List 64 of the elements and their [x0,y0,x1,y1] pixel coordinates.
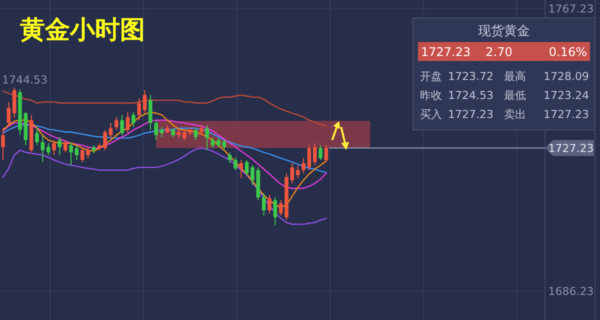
text: 1728.09 [544,70,589,83]
candlestick [318,144,322,160]
candlestick [142,90,147,114]
candlestick [200,124,204,136]
line-series [2,124,327,173]
candlestick [6,102,11,126]
candlestick [12,87,16,119]
text: 买入 [420,108,442,121]
line-series [2,147,327,225]
text: 2.70 [486,45,512,59]
text: 1723.24 [544,89,589,102]
text: 最低 [504,89,526,102]
text: 黄金小时图 [19,15,145,44]
text: 1724.53 [448,89,494,102]
candlestick [268,194,272,214]
text: 1727.23 [421,45,471,59]
candlestick [290,162,294,184]
candlestick [296,164,300,179]
text: 1727.23 [448,108,494,121]
candlestick [69,142,73,166]
candlestick [126,112,130,134]
candlestick [194,128,198,141]
candlestick [154,120,158,141]
candlestick [132,112,136,128]
candlestick [114,116,118,130]
text: 1723.72 [448,70,494,83]
candlestick [244,160,249,176]
candlestick [278,200,283,216]
text: 1727.23 [544,108,589,121]
annotation: 1744.53 [2,74,48,87]
candlestick [148,94,152,130]
candlestick [52,140,56,156]
text: 开盘 [420,70,442,83]
y-tick-label: 1767.23 [548,2,594,16]
candlestick [239,160,244,179]
candlestick [35,128,39,146]
candlestick [46,142,50,156]
line-series [2,90,327,127]
text: 卖出 [504,108,526,121]
text: 最高 [504,70,526,83]
candlestick [312,142,317,166]
candlestick [302,158,306,174]
text: 现货黄金 [478,24,530,39]
ref-line-label: 1727.23 [548,142,594,156]
candlestick [120,114,124,136]
candlestick [273,196,278,226]
candlestick [108,122,113,138]
candlestick [234,156,238,171]
candlestick [262,192,266,216]
candlestick [250,164,254,186]
y-tick-label: 1686.23 [548,285,594,298]
candlestick [1,128,5,160]
candlestick [228,152,232,164]
candlestick [58,136,62,156]
text: 0.16% [548,45,587,59]
text: 昨收 [420,89,442,102]
candlestick [137,98,141,121]
candlestick [40,134,45,163]
candlestick [63,140,68,153]
candlestick [205,124,210,151]
candlestick [324,144,328,162]
candlestick [307,144,312,171]
candlestick [74,144,79,160]
candlestick [210,136,215,149]
